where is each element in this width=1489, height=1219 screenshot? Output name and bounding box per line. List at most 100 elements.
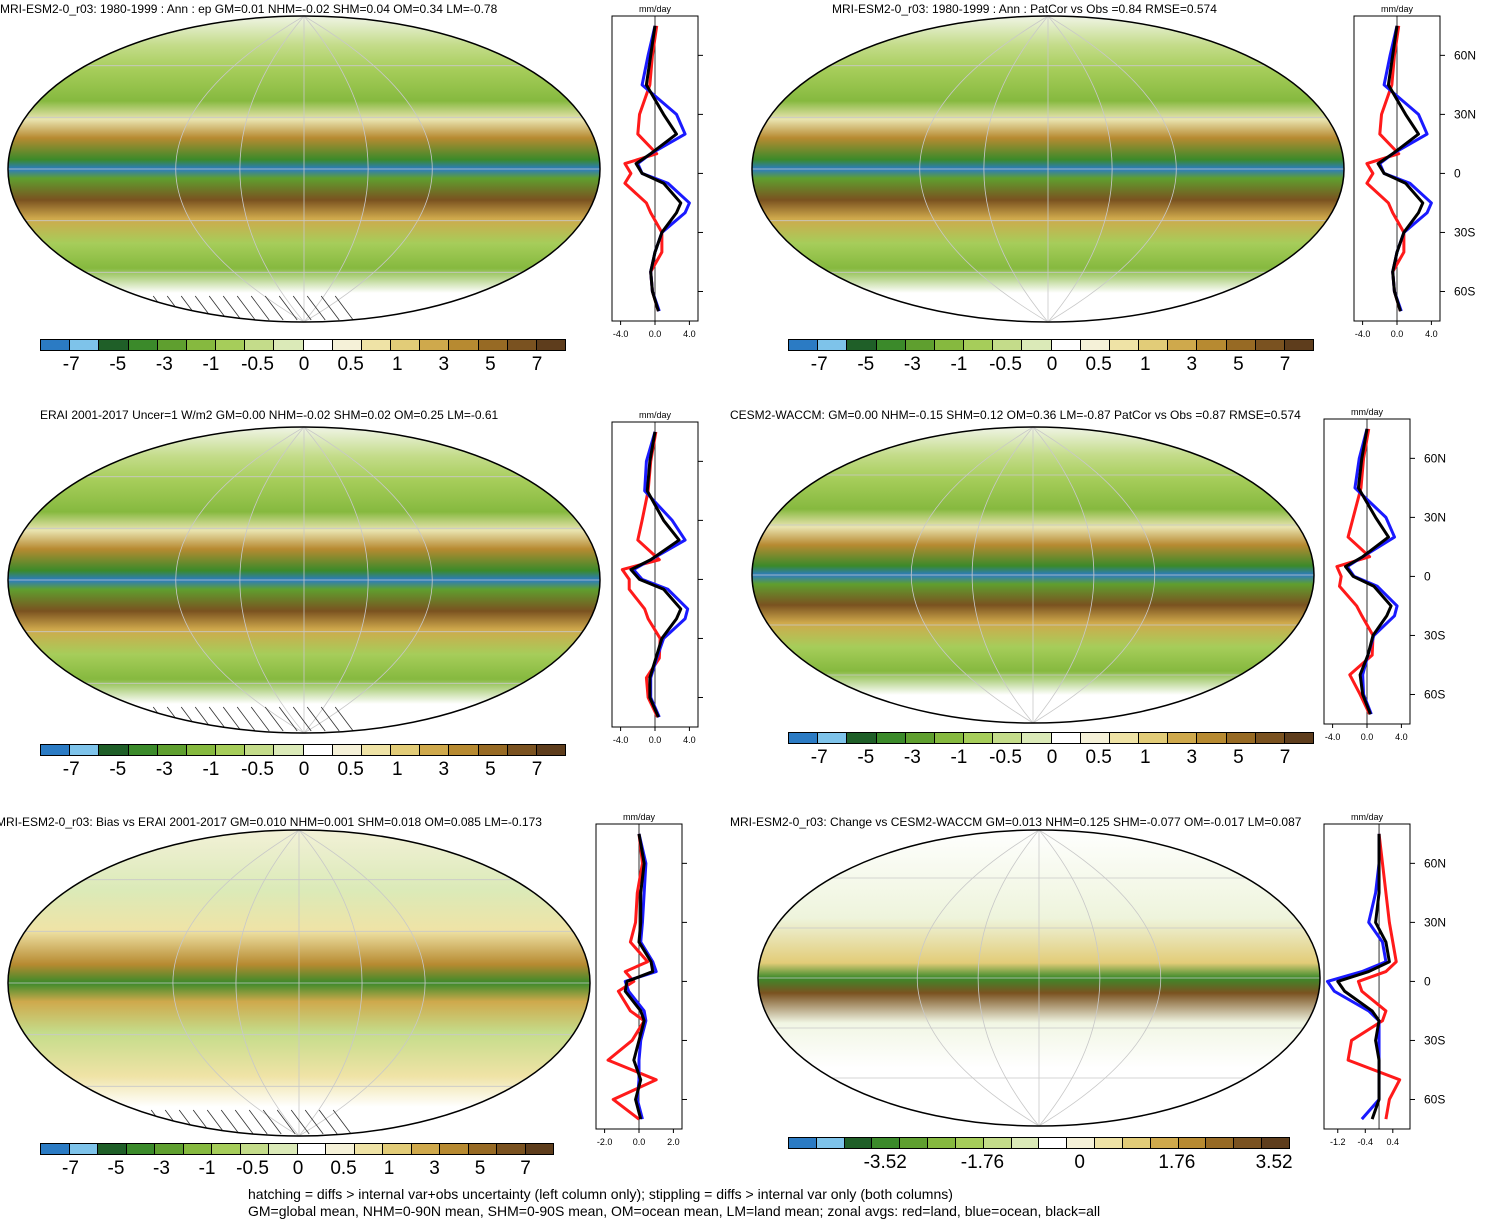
colorbar-tick-label: 0 (1074, 1152, 1085, 1173)
colorbar-swatch (216, 745, 246, 755)
colorbar-tick-label: -3.52 (863, 1152, 907, 1173)
footnote-line-1: hatching = diffs > internal var+obs unce… (248, 1186, 953, 1202)
hatching-line (334, 706, 354, 732)
hatching-line (222, 295, 242, 321)
lat-tick-label: 30S (1454, 225, 1475, 239)
panel-title: MRI-ESM2-0_r03: Change vs CESM2-WACCM GM… (730, 815, 1302, 829)
colorbar-swatch (1206, 1138, 1235, 1148)
lat-tick-label: 30S (1424, 628, 1445, 642)
longitude-gridline (910, 427, 1034, 723)
colorbar-swatch (212, 1144, 241, 1154)
colorbar-tick-label: 0.5 (1085, 354, 1112, 375)
longitude-gridline (298, 830, 363, 1136)
panel-model-patcor: MRI-ESM2-0_r03: 1980-1999 : Ann : PatCor… (744, 0, 1489, 380)
all-mean-line (623, 833, 655, 1120)
ocean-mean-line (1378, 25, 1433, 312)
lat-tick-label: 60S (1424, 1092, 1445, 1106)
colorbar-tick-label: -5 (109, 759, 127, 780)
land-mean-line (1365, 25, 1406, 312)
longitude-gridline (303, 16, 369, 322)
footnote-line-2: GM=global mean, NHM=0-90N mean, SHM=0-90… (248, 1203, 1101, 1219)
longitude-gridline (239, 427, 305, 733)
colorbar-swatch (1197, 340, 1227, 350)
colorbar-swatch (99, 745, 129, 755)
longitude-gridline (239, 16, 305, 322)
hatching-line (250, 295, 270, 321)
lat-tick-label: 30N (1454, 107, 1476, 121)
hatching-line (124, 706, 144, 732)
colorbar-tick-label: 0 (298, 354, 310, 375)
colorbar-swatch (449, 745, 479, 755)
colorbar-labels: -7 -5 -3 -1 -0.5 0 0.5 1 3 5 7 (40, 354, 564, 378)
hatching-line (122, 1109, 142, 1135)
x-tick-label: 4.0 (1395, 732, 1408, 742)
colorbar-swatch (297, 1144, 326, 1154)
hatching-line (278, 295, 298, 321)
colorbar-swatch (245, 745, 275, 755)
colorbar-swatch (326, 1144, 355, 1154)
colorbar-swatch (789, 340, 819, 350)
hatching-line (278, 706, 298, 732)
colorbar-tick-label: 0.5 (337, 354, 364, 375)
colorbar-tick-label: 3.52 (1255, 1152, 1293, 1173)
panel-title: ERAI 2001-2017 Uncer=1 W/m2 GM=0.00 NHM=… (40, 408, 499, 422)
colorbar-tick-label: 7 (520, 1158, 531, 1179)
colorbar-tick-label: -5 (857, 747, 875, 768)
longitude-gridline (172, 830, 300, 1136)
colorbar-tick-label: -1 (950, 747, 968, 768)
colorbar-tick-label: -1.76 (960, 1152, 1005, 1173)
colorbar-tick-label: -3 (155, 759, 173, 780)
colorbar (788, 339, 1314, 351)
colorbar-swatch (876, 340, 906, 350)
colorbar-swatch (449, 340, 479, 350)
colorbar-tick-label: -1 (202, 759, 220, 780)
lat-tick-label: 60S (1424, 687, 1445, 701)
global-map (7, 15, 601, 323)
global-map (751, 426, 1315, 724)
colorbar-labels: -3.52 -1.76 0 1.76 3.52 (788, 1152, 1293, 1176)
colorbar-swatch (1226, 340, 1256, 350)
colorbar-swatch (1255, 340, 1285, 350)
all-mean-line (1336, 833, 1391, 1120)
colorbar-tick-label: 1 (383, 1158, 395, 1179)
global-map (7, 829, 591, 1137)
hatching-line (250, 706, 270, 732)
colorbar-swatch (934, 733, 965, 743)
colorbar-swatch (183, 1144, 212, 1154)
land-mean-line (1346, 833, 1402, 1120)
colorbar-swatch (1011, 1138, 1040, 1148)
colorbar-swatch (993, 733, 1023, 743)
colorbar-swatch (964, 340, 994, 350)
colorbar-labels: -7 -5 -3 -1 -0.5 0 0.5 1 3 5 7 (788, 747, 1312, 771)
colorbar-tick-label: 7 (1279, 354, 1291, 375)
hatching-line (276, 1109, 296, 1135)
zonal-frame (1323, 823, 1411, 1130)
lat-tick-label: 30N (1424, 915, 1446, 929)
longitude-gridline (298, 830, 426, 1136)
longitude-gridline (1038, 830, 1101, 1126)
x-tick-label: -0.4 (1358, 1137, 1374, 1147)
colorbar-swatch (303, 340, 333, 350)
lat-tick-label: 30N (1424, 510, 1446, 524)
colorbar-swatch (216, 340, 246, 350)
colorbar-swatch (536, 340, 566, 350)
longitude-gridline (977, 830, 1040, 1126)
colorbar-swatch (245, 340, 275, 350)
longitude-gridline (1032, 427, 1156, 723)
panel-model-mean: MRI-ESM2-0_r03: 1980-1999 : Ann : ep GM=… (0, 0, 745, 380)
x-tick-label: 0.0 (649, 329, 662, 339)
colorbar-swatch (1022, 733, 1052, 743)
hatching-line (236, 706, 256, 732)
colorbar-swatch (497, 1144, 526, 1154)
colorbar-tick-label: -5 (857, 354, 875, 375)
longitude-gridline (1038, 830, 1162, 1126)
hatching-line (304, 1109, 324, 1135)
land-mean-line (1335, 428, 1375, 715)
colorbar-swatch (905, 733, 935, 743)
colorbar-tick-label: 1 (391, 759, 403, 780)
colorbar-tick-label: 5 (1233, 354, 1244, 375)
